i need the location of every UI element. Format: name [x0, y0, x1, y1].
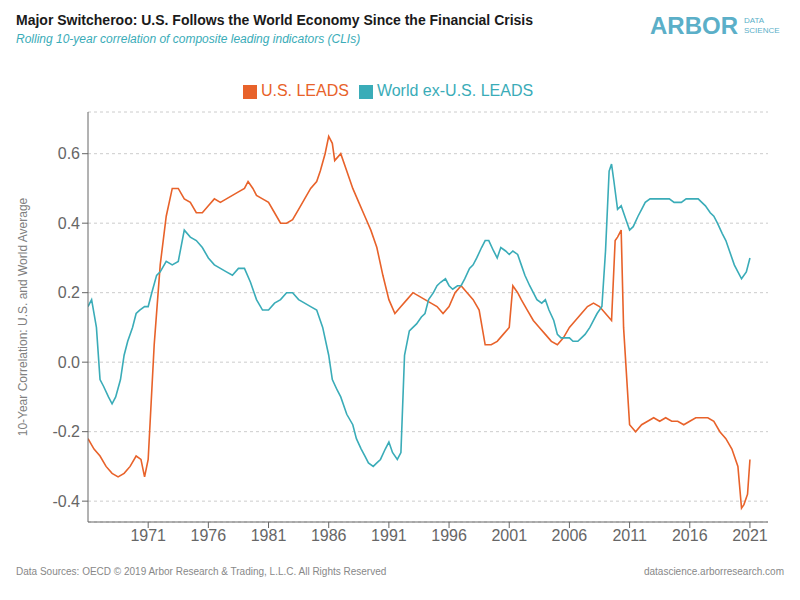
svg-text:1986: 1986: [311, 527, 347, 544]
svg-text:2006: 2006: [552, 527, 588, 544]
svg-text:1981: 1981: [251, 527, 287, 544]
svg-text:2001: 2001: [491, 527, 527, 544]
html-text:World ex-U.S. LEADS: World ex-U.S. LEADS: [376, 82, 534, 99]
html-text:Major Switcheroo: U.S. Follows: Major Switcheroo: U.S. Follows the World…: [16, 12, 534, 28]
svg-text:0.4: 0.4: [58, 215, 80, 232]
html-text:Data Sources: OECD © 2019 Arbo: Data Sources: OECD © 2019 Arbor Research…: [16, 566, 387, 577]
svg-text:0.2: 0.2: [58, 284, 80, 301]
svg-text:2021: 2021: [732, 527, 768, 544]
svg-text:-0.4: -0.4: [52, 493, 80, 510]
html-text:datascience.arborresearch.com: datascience.arborresearch.com: [643, 566, 784, 577]
html-text:ARBOR: ARBOR: [650, 12, 738, 39]
svg-text:1996: 1996: [431, 527, 467, 544]
html-text:DATA SCIENCE: DATA SCIENCE: [744, 15, 780, 35]
html-text:U.S. LEADS: U.S. LEADS: [260, 82, 349, 99]
svg-text:0.6: 0.6: [58, 145, 80, 162]
svg-text:10-Year Correlation: U.S. and: 10-Year Correlation: U.S. and World Aver…: [16, 197, 30, 436]
svg-text:1991: 1991: [371, 527, 407, 544]
svg-text:1976: 1976: [191, 527, 227, 544]
svg-text:2011: 2011: [612, 527, 647, 544]
html-text:Rolling 10-year correlation of: Rolling 10-year correlation of composite…: [16, 32, 361, 46]
svg-text:1971: 1971: [130, 527, 166, 544]
svg-text:0.0: 0.0: [58, 354, 80, 371]
svg-text:2016: 2016: [672, 527, 708, 544]
svg-text:-0.2: -0.2: [52, 423, 80, 440]
